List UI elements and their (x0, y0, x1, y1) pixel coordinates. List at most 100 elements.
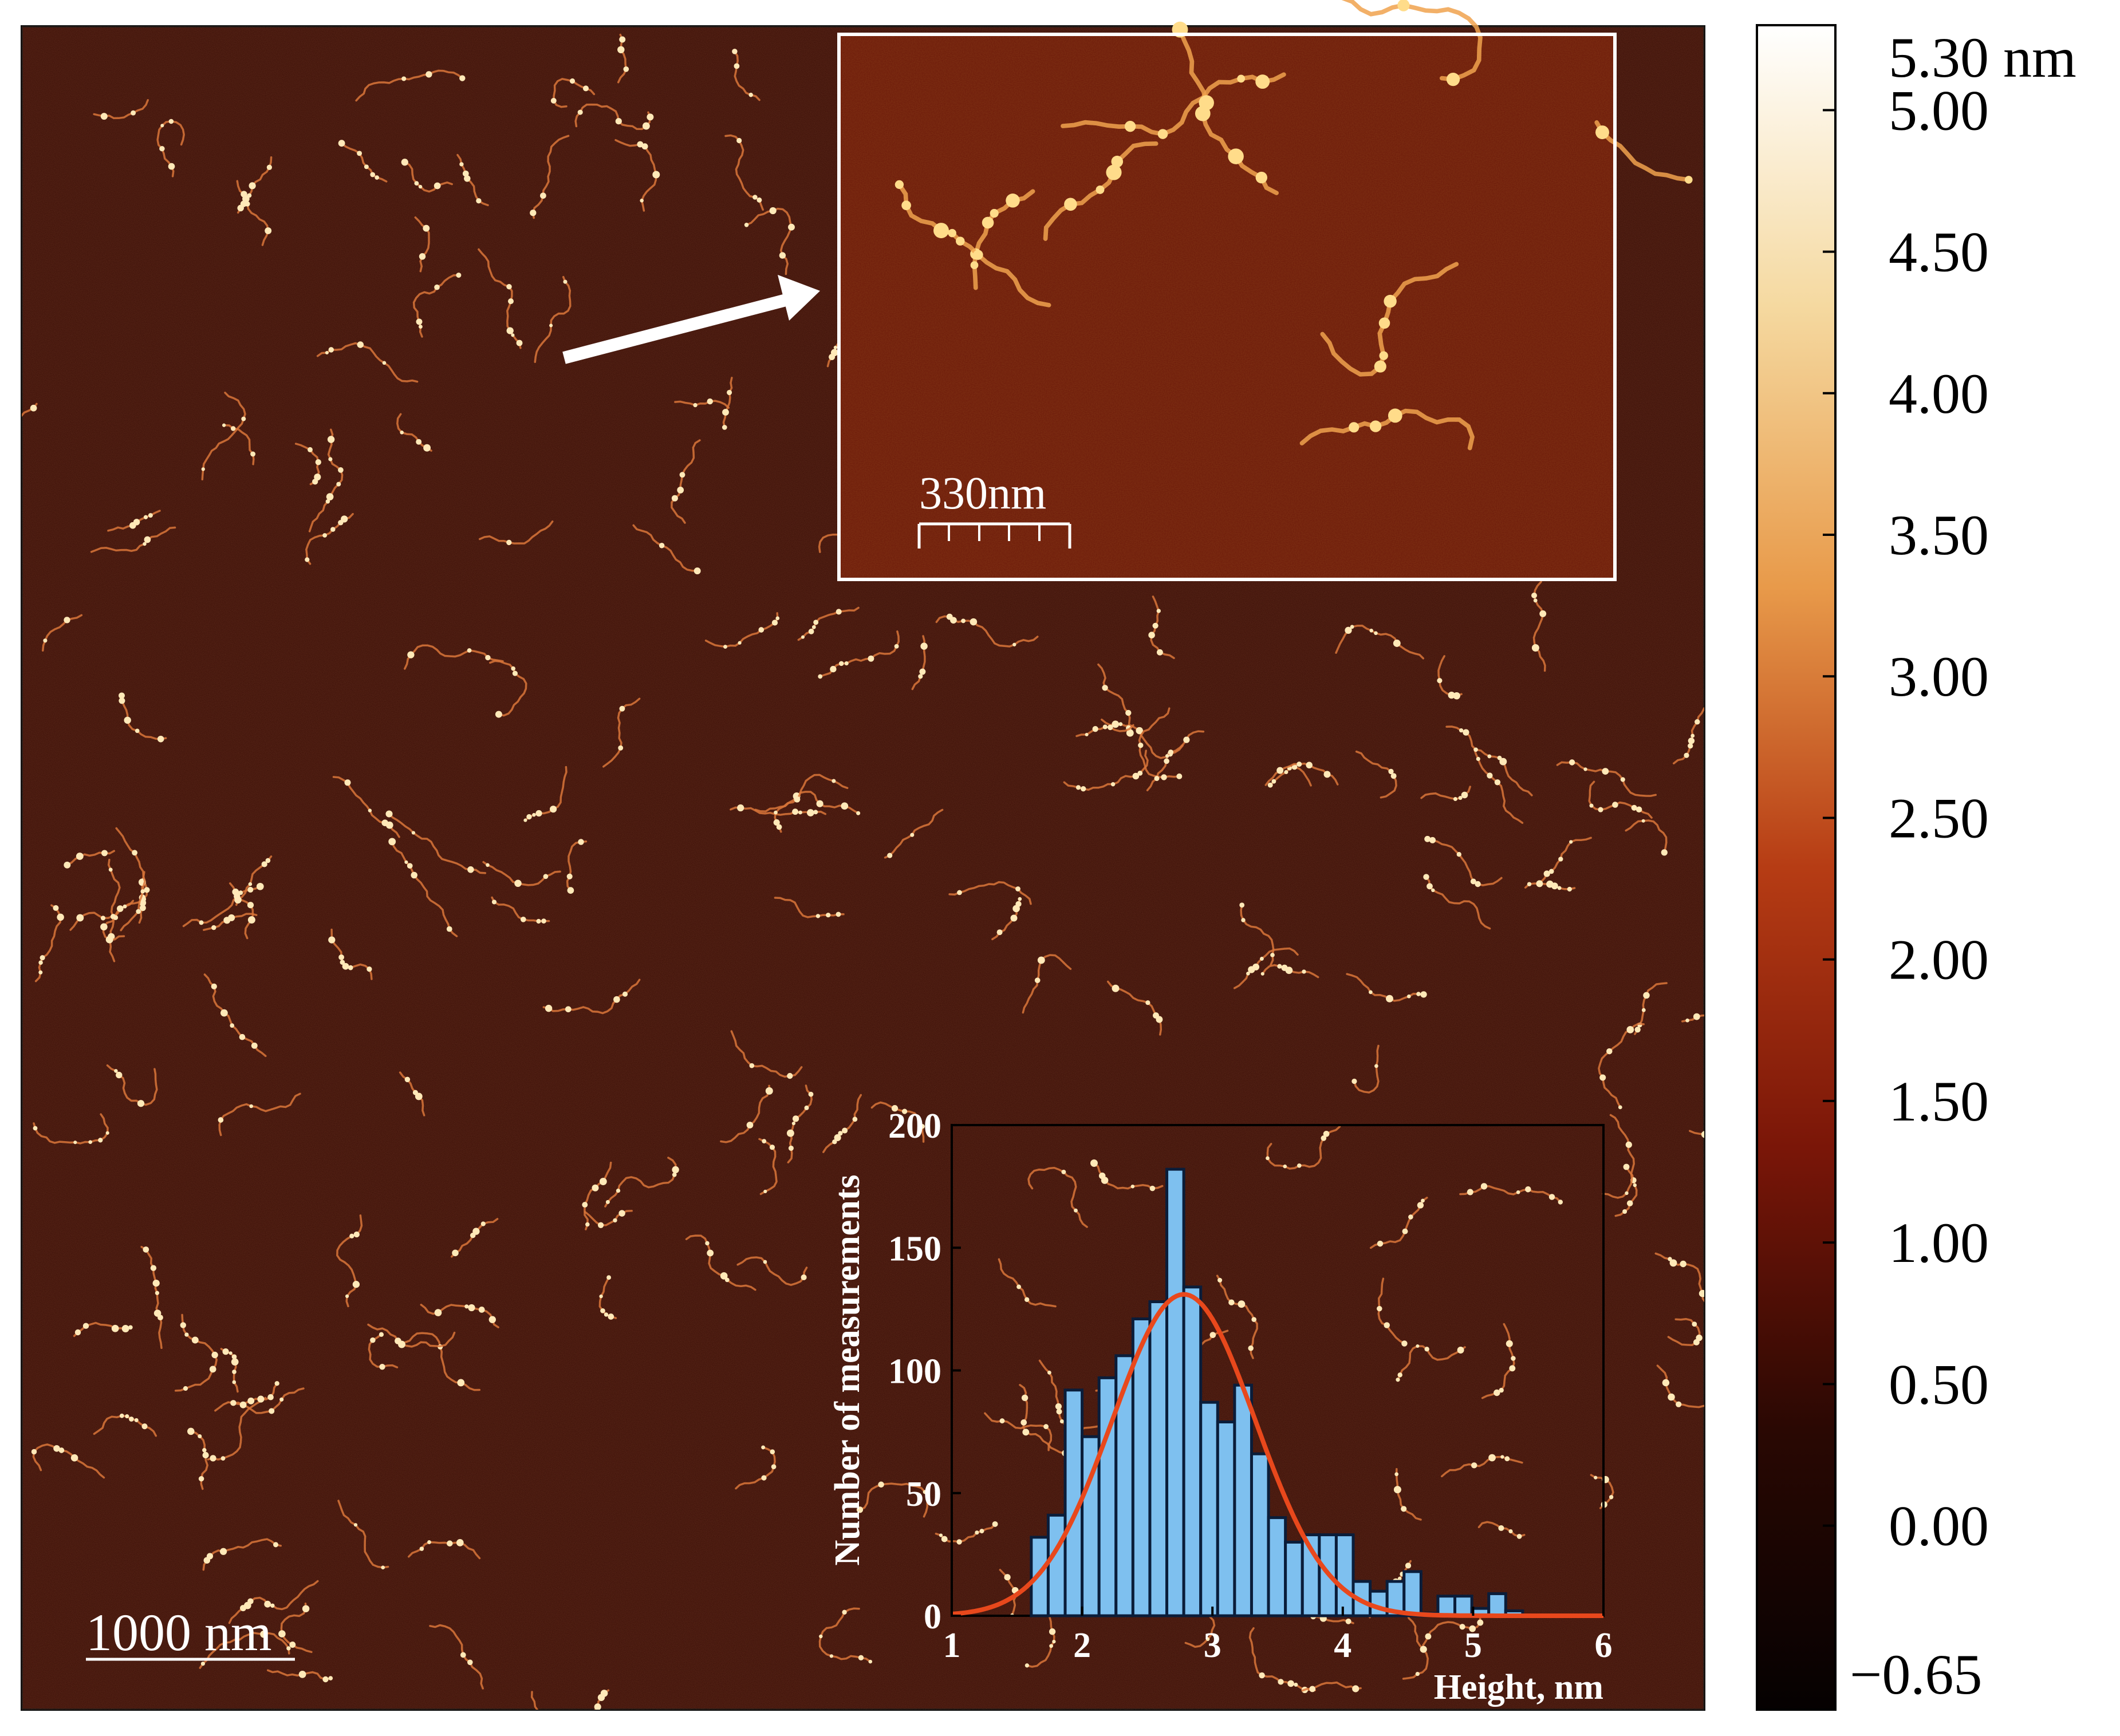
nucleosome-dot (111, 1324, 119, 1332)
nucleosome-dot (1397, 0, 1410, 11)
nucleosome-dot (143, 1246, 149, 1253)
nucleosome-dot (76, 914, 84, 922)
nucleosome-dot (999, 1418, 1005, 1424)
nucleosome-dot (590, 1713, 596, 1719)
nucleosome-dot (418, 325, 423, 329)
x-tick-label: 5 (1464, 1626, 1482, 1665)
nucleosome-dot (1558, 857, 1563, 862)
nucleosome-dot (168, 119, 174, 124)
nucleosome-dot (1217, 1277, 1223, 1283)
nucleosome-dot (1536, 880, 1543, 887)
nucleosome-dot (412, 873, 417, 878)
nucleosome-dot (637, 141, 644, 148)
nucleosome-dot (1612, 802, 1618, 808)
nucleosome-dot (516, 340, 523, 346)
dna-strand (308, 428, 344, 532)
nucleosome-dot (395, 1337, 401, 1344)
nucleosome-dot (168, 163, 175, 170)
nucleosome-dot (1157, 129, 1168, 139)
dna-strand (818, 1607, 872, 1663)
nucleosome-dot (512, 670, 518, 676)
nucleosome-dot (1345, 626, 1352, 634)
nucleosome-dot (763, 1260, 767, 1264)
nucleosome-dot (1558, 1200, 1563, 1205)
nucleosome-dot (1136, 727, 1143, 735)
nucleosome-dot (779, 252, 786, 259)
dna-strand (1341, 0, 1483, 82)
nucleosome-dot (511, 666, 516, 671)
nucleosome-dot (416, 439, 422, 445)
nucleosome-dot (1467, 1189, 1473, 1196)
nucleosome-dot (672, 1172, 677, 1177)
nucleosome-dot (199, 920, 204, 925)
dna-strand (367, 1323, 456, 1348)
nucleosome-dot (1470, 878, 1476, 885)
nucleosome-dot (1539, 610, 1547, 617)
nucleosome-dot (249, 1104, 254, 1108)
nucleosome-dot (245, 202, 250, 206)
nucleosome-dot (1618, 1105, 1622, 1110)
dna-strand (1022, 954, 1072, 1014)
nucleosome-dot (1699, 1289, 1704, 1297)
nucleosome-dot (762, 1139, 767, 1143)
nucleosome-dot (456, 1539, 464, 1546)
nucleosome-dot (467, 1659, 473, 1666)
histogram-bar (1182, 1285, 1203, 1617)
y-tick-label: 50 (906, 1475, 941, 1514)
nucleosome-dot (887, 853, 893, 858)
histogram-y-axis-label: Number of measurements (828, 1174, 867, 1565)
nucleosome-dot (141, 1423, 148, 1430)
nucleosome-dot (1297, 1163, 1302, 1168)
nucleosome-dot (618, 1210, 625, 1217)
nucleosome-dot (543, 874, 549, 879)
nucleosome-dot (1074, 1208, 1078, 1213)
nucleosome-dot (1448, 691, 1455, 699)
nucleosome-dot (330, 527, 336, 532)
nucleosome-dot (1271, 779, 1276, 784)
nucleosome-dot (1209, 1332, 1216, 1338)
nucleosome-dot (1004, 1574, 1011, 1581)
nucleosome-dot (364, 164, 369, 169)
nucleosome-dot (183, 1386, 188, 1391)
dna-strand (584, 1161, 612, 1230)
colorbar-tick-label: 4.00 (1889, 362, 1989, 425)
nucleosome-dot (671, 495, 678, 502)
nucleosome-dot (1420, 991, 1427, 998)
dna-strand (674, 400, 730, 409)
height-colorbar: 5.00 4.50 4.00 3.50 3.00 2.50 2.00 1.50 1.00 0.50… (1756, 24, 2076, 1711)
nucleosome-dot (868, 655, 874, 662)
nucleosome-dot (1691, 733, 1695, 738)
nucleosome-dot (414, 181, 419, 186)
nucleosome-dot (249, 182, 256, 190)
colorbar-tick-label: 0.00 (1889, 1494, 1989, 1558)
nucleosome-dot (457, 1379, 465, 1387)
dna-strand (337, 1500, 389, 1569)
dna-strand (1353, 1044, 1380, 1094)
nucleosome-dot (1416, 992, 1421, 996)
nucleosome-dot (975, 1530, 979, 1535)
nucleosome-dot (918, 674, 923, 679)
nucleosome-dot (1015, 901, 1022, 908)
nucleosome-dot (1394, 1472, 1399, 1477)
nucleosome-dot (1379, 351, 1388, 360)
nucleosome-dot (230, 1023, 235, 1028)
nucleosome-dot (338, 140, 345, 147)
nucleosome-dot (597, 1694, 605, 1701)
nucleosome-dot (232, 1370, 237, 1374)
nucleosome-dot (1569, 759, 1575, 766)
dna-strand (107, 858, 121, 962)
nucleosome-dot (1402, 1228, 1408, 1234)
nucleosome-dot (155, 1291, 160, 1295)
nucleosome-dot (1349, 422, 1360, 433)
nucleosome-dot (1499, 757, 1507, 766)
nucleosome-dot (1602, 768, 1609, 775)
nucleosome-dot (1125, 709, 1132, 716)
nucleosome-dot (1118, 722, 1123, 727)
nucleosome-dot (1620, 777, 1625, 782)
nucleosome-dot (957, 890, 962, 895)
nucleosome-dot (1165, 753, 1169, 758)
nucleosome-dot (776, 824, 782, 830)
nucleosome-dot (64, 861, 71, 869)
nucleosome-dot (230, 426, 236, 431)
nucleosome-dot (761, 1445, 766, 1450)
